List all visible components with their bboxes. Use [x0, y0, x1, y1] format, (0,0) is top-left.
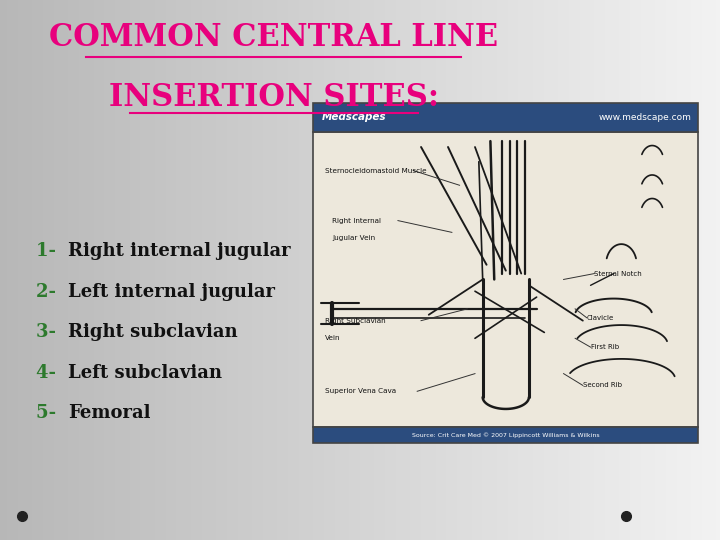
FancyBboxPatch shape — [313, 103, 698, 132]
Text: Sternocleidomastoid Muscle: Sternocleidomastoid Muscle — [325, 167, 426, 173]
Text: Jugular Vein: Jugular Vein — [333, 235, 376, 241]
Text: Clavicle: Clavicle — [587, 315, 614, 321]
Text: Right internal jugular: Right internal jugular — [68, 242, 291, 260]
Text: 3-: 3- — [36, 323, 62, 341]
Text: Right subclavian: Right subclavian — [68, 323, 238, 341]
Text: Left subclavian: Left subclavian — [68, 363, 222, 382]
Text: Second Rib: Second Rib — [583, 382, 622, 388]
Text: 2-: 2- — [36, 282, 62, 301]
Text: COMMON CENTRAL LINE: COMMON CENTRAL LINE — [49, 22, 498, 53]
Text: Right Subclavian: Right Subclavian — [325, 318, 385, 323]
Text: Sternal Notch: Sternal Notch — [595, 271, 642, 276]
Text: INSERTION SITES:: INSERTION SITES: — [109, 82, 438, 113]
Text: Left internal jugular: Left internal jugular — [68, 282, 275, 301]
Text: Superior Vena Cava: Superior Vena Cava — [325, 388, 396, 394]
Text: First Rib: First Rib — [590, 344, 618, 350]
Text: Right Internal: Right Internal — [333, 218, 382, 224]
Text: 4-: 4- — [36, 363, 62, 382]
Text: Source: Crit Care Med © 2007 Lippincott Williams & Wilkins: Source: Crit Care Med © 2007 Lippincott … — [412, 432, 600, 437]
Text: 1-: 1- — [36, 242, 62, 260]
FancyBboxPatch shape — [313, 427, 698, 443]
Text: www.medscape.com: www.medscape.com — [598, 113, 691, 122]
Text: Femoral: Femoral — [68, 404, 151, 422]
Text: Vein: Vein — [325, 335, 341, 341]
Text: 5-: 5- — [36, 404, 63, 422]
Text: Medscapes: Medscapes — [322, 112, 387, 123]
FancyBboxPatch shape — [313, 132, 698, 427]
